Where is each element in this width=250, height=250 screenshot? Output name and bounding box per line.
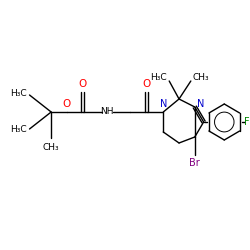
Text: NH: NH [100, 108, 114, 116]
Text: O: O [63, 99, 71, 109]
Text: CH₃: CH₃ [193, 74, 210, 82]
Text: H₃C: H₃C [10, 88, 26, 98]
Text: H₃C: H₃C [10, 124, 26, 134]
Text: F: F [244, 117, 250, 127]
Text: N: N [197, 99, 204, 109]
Text: CH₃: CH₃ [43, 143, 59, 152]
Text: O: O [78, 79, 87, 89]
Text: Br: Br [190, 158, 200, 168]
Text: O: O [142, 79, 151, 89]
Text: N: N [160, 99, 167, 109]
Text: H₃C: H₃C [150, 74, 167, 82]
